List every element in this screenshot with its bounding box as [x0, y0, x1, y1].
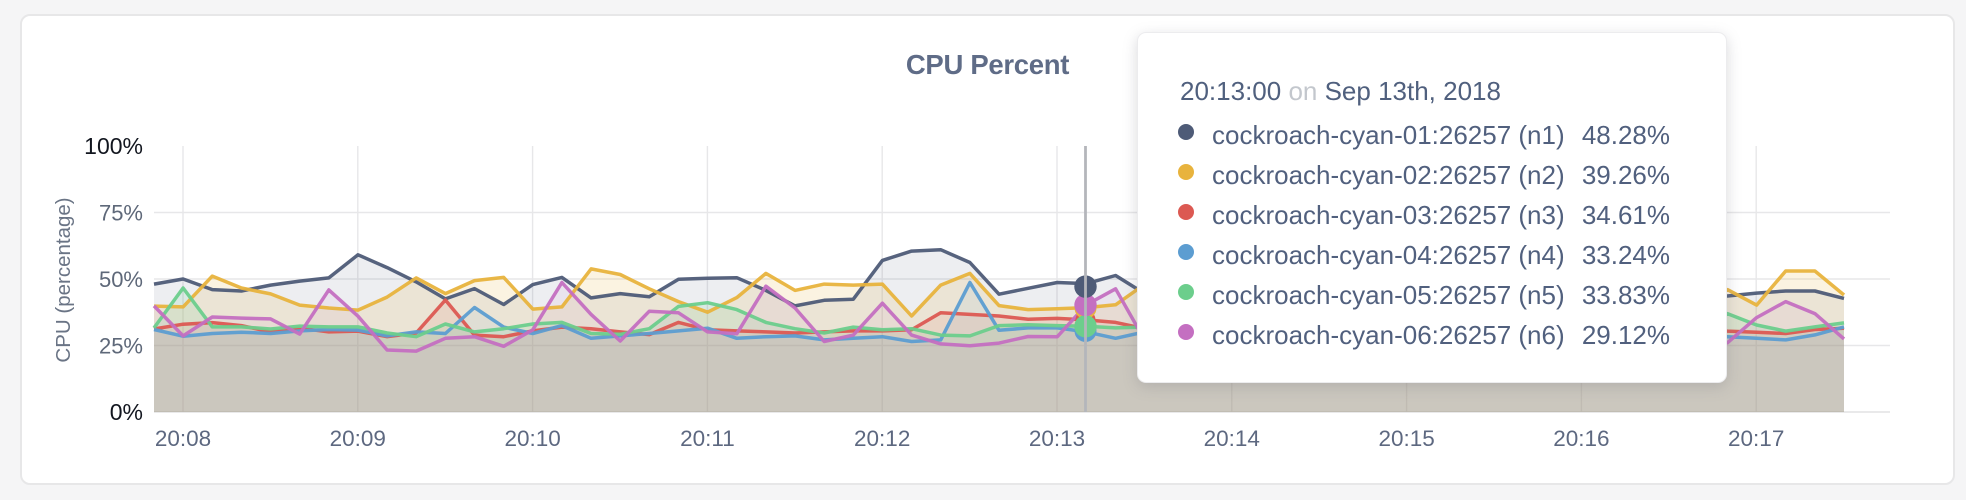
svg-text:100%: 100%: [84, 133, 143, 159]
svg-text:20:16: 20:16: [1553, 426, 1609, 451]
svg-text:25%: 25%: [99, 333, 143, 358]
svg-text:20:11: 20:11: [680, 426, 735, 451]
svg-text:75%: 75%: [99, 200, 143, 225]
svg-text:20:17: 20:17: [1728, 426, 1784, 451]
svg-text:20:13: 20:13: [1029, 426, 1085, 451]
svg-text:20:12: 20:12: [854, 426, 910, 451]
svg-text:CPU (percentage): CPU (percentage): [52, 197, 75, 362]
svg-text:20:15: 20:15: [1378, 426, 1434, 451]
svg-text:20:10: 20:10: [504, 426, 560, 451]
svg-text:50%: 50%: [99, 267, 143, 292]
svg-text:0%: 0%: [110, 399, 143, 425]
svg-text:20:14: 20:14: [1204, 426, 1260, 451]
svg-text:20:08: 20:08: [155, 426, 211, 451]
svg-text:20:09: 20:09: [330, 426, 386, 451]
